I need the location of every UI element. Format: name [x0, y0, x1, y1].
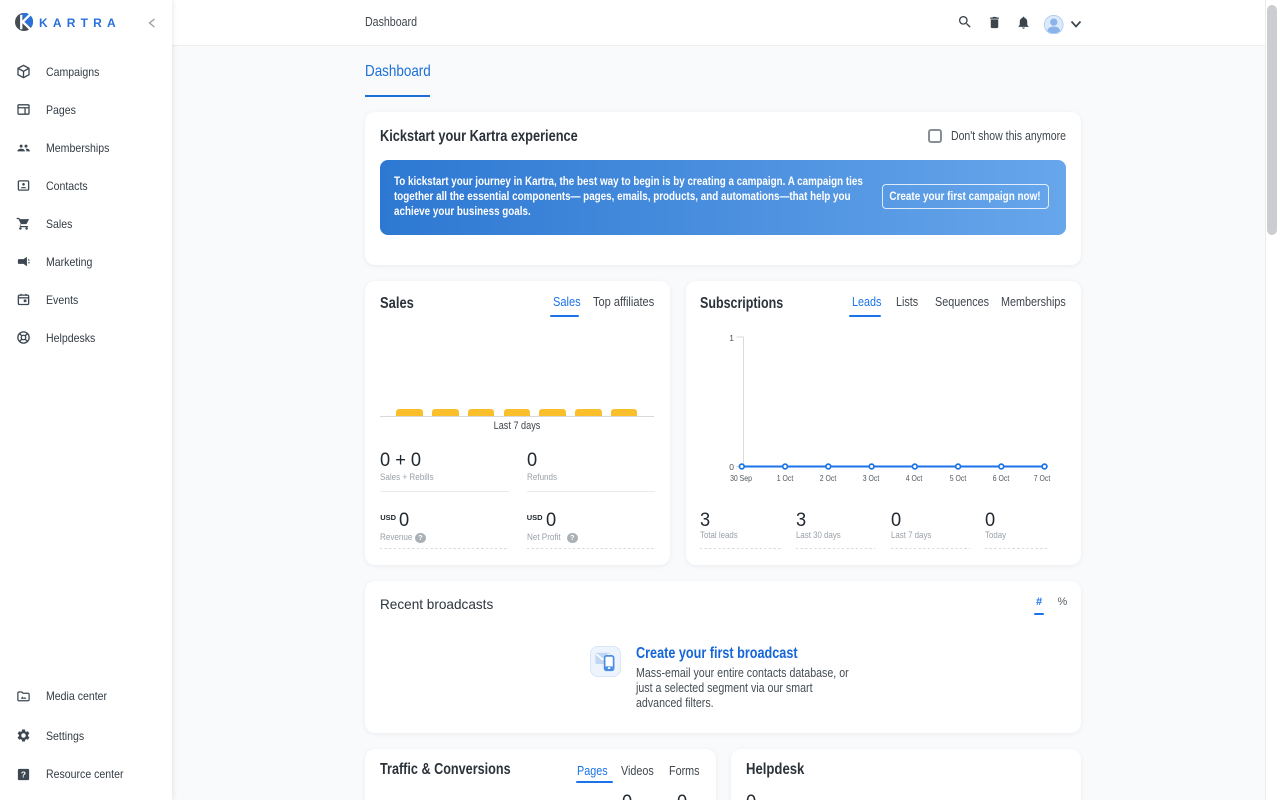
svg-text:?: ? — [21, 769, 26, 779]
